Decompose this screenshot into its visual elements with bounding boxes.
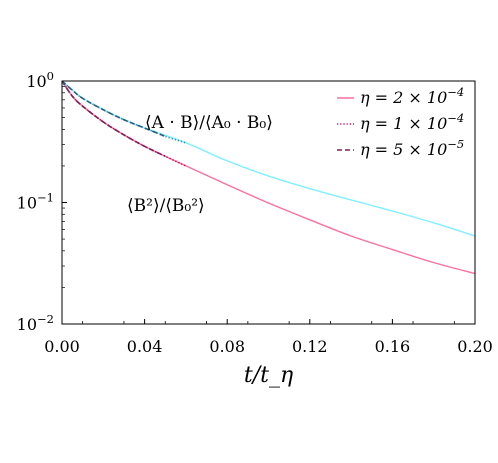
annotation-energy: ⟨B²⟩/⟨B₀²⟩ [127, 196, 205, 216]
annotation-helicity: ⟨A · B⟩/⟨A₀ · B₀⟩ [145, 113, 273, 133]
axis-ticks [61, 80, 476, 325]
series-line-energy-dashed [61, 80, 166, 158]
series-line-energy-solid [61, 80, 476, 275]
legend: η = 2 × 10−4 η = 1 × 10−4 η = 5 × 10−5 [337, 85, 464, 159]
x-tick-label: 0.12 [292, 337, 328, 356]
legend-label: η = 1 × 10−4 [360, 111, 464, 133]
data-curves [61, 80, 476, 275]
x-tick-label: 0.20 [457, 337, 493, 356]
x-tick-label: 0.08 [209, 337, 245, 356]
legend-label: η = 2 × 10−4 [360, 85, 464, 107]
y-tick-label: 100 [26, 69, 54, 91]
series-line-helicity-dotted [61, 80, 187, 144]
y-tick-label: 10−2 [17, 312, 54, 334]
annotations: ⟨A · B⟩/⟨A₀ · B₀⟩ ⟨B²⟩/⟨B₀²⟩ [127, 113, 273, 216]
tick-labels: 0.00 0.04 0.08 0.12 0.16 0.20 10−2 10−1 100 [17, 69, 493, 356]
legend-label: η = 5 × 10−5 [360, 137, 464, 159]
x-tick-label: 0.00 [44, 337, 80, 356]
x-tick-label: 0.16 [375, 337, 411, 356]
x-tick-label: 0.04 [127, 337, 163, 356]
x-axis-title: t/t_η [244, 363, 293, 388]
y-tick-label: 10−1 [17, 191, 54, 213]
series-line-helicity-dashed [61, 80, 166, 138]
